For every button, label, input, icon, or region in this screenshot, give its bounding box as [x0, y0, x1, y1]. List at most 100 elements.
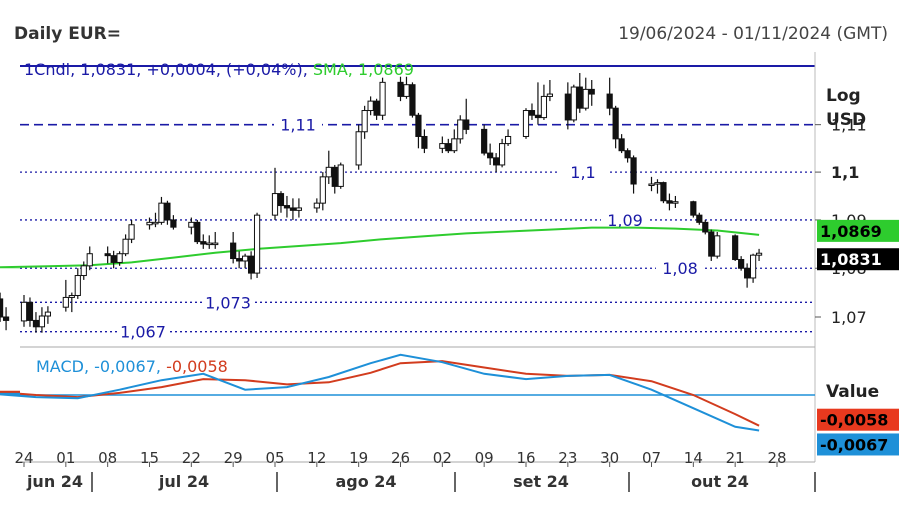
signal-badge-bg	[817, 408, 899, 431]
macd-panel	[0, 353, 815, 432]
x-tick-label: 16	[516, 449, 535, 467]
candle-body-up	[672, 201, 679, 204]
macd-badge: -0,0067	[820, 435, 888, 454]
x-tick-label: 12	[307, 449, 326, 467]
last-price-badge-bg	[817, 248, 899, 271]
x-tick-label: 02	[433, 449, 452, 467]
x-tick-label: 23	[558, 449, 577, 467]
axis-scale-label: Log	[826, 86, 861, 106]
x-tick-label: 14	[684, 449, 703, 467]
candle-body-down	[415, 114, 422, 137]
candle-body-down	[230, 242, 237, 260]
candle-body-down	[104, 253, 111, 257]
candle-body-up	[271, 193, 279, 216]
candle-body-up	[546, 93, 554, 97]
level-label: 1,1	[570, 163, 595, 182]
candle-body-up	[206, 242, 213, 246]
month-label: jul 24	[158, 472, 209, 491]
candle-body-up	[86, 253, 93, 267]
signal-legend-value: -0,0058	[166, 357, 228, 376]
candle-body-down	[630, 157, 637, 185]
candle-body-up	[74, 275, 81, 296]
candles	[0, 72, 763, 333]
x-tick-label: 24	[14, 449, 33, 467]
candle-body-up	[152, 221, 159, 225]
candle-body-up	[38, 315, 46, 328]
candle-body-down	[247, 255, 255, 274]
macd-legend-value: -0,0067	[94, 357, 156, 376]
legend-sma-label: SMA	[313, 60, 348, 79]
month-label: jun 24	[26, 472, 83, 491]
candle-body-down	[194, 221, 201, 243]
candle-body-up	[367, 100, 374, 112]
candle-body-up	[128, 224, 135, 240]
candle-body-up	[582, 88, 589, 109]
candle-body-up	[253, 214, 261, 274]
candle-body-down	[32, 319, 40, 328]
macd-badge-bg	[817, 433, 899, 456]
sma-badge: 1,0869	[820, 222, 882, 241]
x-tick-label: 08	[98, 449, 117, 467]
chart-title: Daily EUR=	[14, 24, 121, 44]
candle-body-up	[80, 265, 87, 277]
candle-body-down	[606, 93, 613, 109]
x-tick-label: 29	[224, 449, 243, 467]
candle-body-down	[702, 221, 709, 233]
level-label-bg	[119, 321, 167, 342]
candle-body-up	[522, 110, 530, 137]
candle-body-up	[62, 296, 69, 308]
axis-value-label: Value	[826, 382, 879, 402]
candle-body-up	[68, 294, 75, 298]
candle-body-down	[236, 258, 243, 262]
legend-change: +0,0004	[146, 60, 215, 79]
axis-currency-label: USD	[826, 110, 866, 130]
month-label: out 24	[691, 472, 749, 491]
candle-body-down	[283, 205, 291, 209]
signal-badge: -0,0058	[820, 411, 888, 430]
level-label-bg	[656, 258, 704, 279]
date-range: 19/06/2024 - 01/11/2024 (GMT)	[618, 24, 888, 44]
candle-body-down	[421, 135, 428, 149]
candle-body-down	[409, 84, 416, 116]
value-badges: 1,0869 1,0831 -0,0058 -0,0067	[817, 219, 899, 456]
candle-body-down	[493, 157, 500, 166]
candle-body-down	[576, 86, 583, 109]
candle-body-up	[116, 253, 123, 263]
legend-sma-value: 1,0869	[358, 60, 414, 79]
candle-body-up	[379, 81, 386, 116]
x-tick-label: 01	[56, 449, 75, 467]
candle-body-up	[337, 164, 344, 187]
candle-body-down	[528, 110, 536, 116]
candle-body-up	[313, 202, 320, 209]
candle-body-down	[481, 128, 488, 154]
candle-body-up	[749, 254, 757, 279]
x-tick-label: 26	[391, 449, 410, 467]
legend-series: 1Cndl	[24, 60, 70, 79]
x-tick-label: 15	[140, 449, 159, 467]
y-tick-label: 1,1	[831, 163, 859, 182]
y-tick-label: 1,07	[831, 308, 867, 327]
candle-body-down	[696, 214, 703, 223]
level-label-bg	[274, 114, 322, 135]
macd-legend: MACD, -0,0067, -0,0058	[36, 357, 228, 376]
level-label-bg	[204, 292, 252, 313]
candle-body-down	[331, 166, 338, 187]
legend-change-pct: (+0,04%)	[226, 60, 303, 79]
candle-body-down	[200, 241, 207, 245]
candle-body-up	[355, 131, 362, 166]
level-label: 1,11	[280, 116, 316, 135]
candle-body-up	[325, 166, 332, 178]
candle-body-up	[714, 235, 721, 257]
candle-body-down	[588, 88, 595, 95]
x-tick-label: 28	[767, 449, 786, 467]
month-label: set 24	[513, 472, 569, 491]
candle-body-down	[612, 107, 619, 140]
last-price-badge: 1,0831	[820, 250, 882, 269]
candle-body-up	[295, 207, 303, 211]
candle-body-up	[361, 110, 368, 133]
level-label: 1,067	[120, 323, 166, 342]
candle-body-down	[26, 301, 34, 321]
candle-body-down	[666, 200, 673, 204]
macd-legend-label: MACD	[36, 357, 84, 376]
